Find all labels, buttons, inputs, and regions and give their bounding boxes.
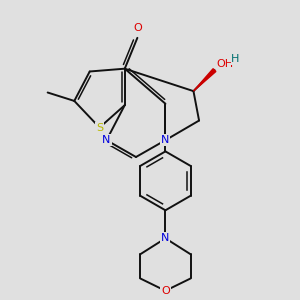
- Text: N: N: [161, 233, 170, 243]
- Text: H: H: [231, 54, 240, 64]
- Text: S: S: [96, 123, 103, 133]
- Text: O: O: [133, 23, 142, 33]
- Text: OH: OH: [216, 59, 233, 69]
- Text: N: N: [102, 135, 111, 145]
- Polygon shape: [194, 69, 216, 91]
- Text: O: O: [161, 286, 170, 296]
- Text: N: N: [161, 135, 170, 145]
